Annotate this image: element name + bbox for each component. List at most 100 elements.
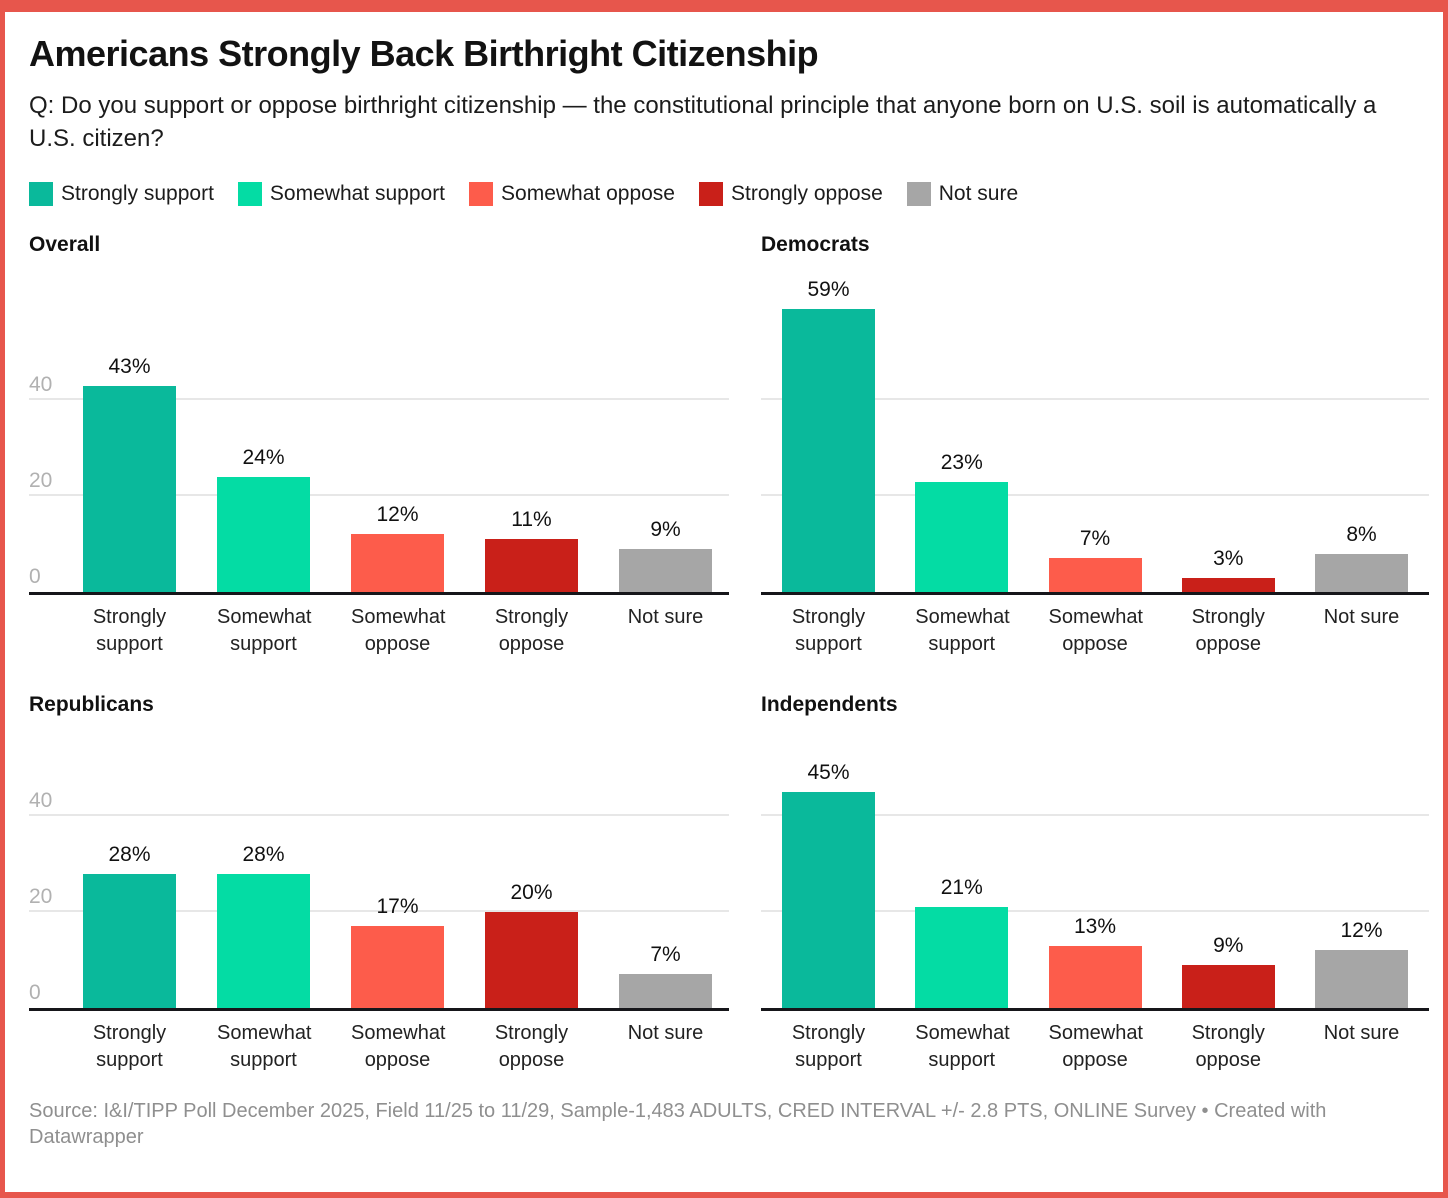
bars-row: 59% 23% 7% 3% 8% [761, 260, 1429, 592]
bar [351, 534, 444, 592]
legend-item: Not sure [906, 182, 1019, 206]
bar [1315, 553, 1408, 592]
bar-value-label: 9% [1213, 933, 1244, 957]
bar-group: 7% [619, 943, 712, 1008]
bar-group: 21% [915, 876, 1009, 1008]
bar-group: 23% [915, 450, 1009, 592]
chart-panel-republicans: Republicans 0 20 40 28% 28% 17% 20% 7% Strongly… [29, 692, 729, 1074]
bar [485, 539, 578, 592]
x-category-label: Somewhat support [915, 606, 1010, 655]
chart-question: Q: Do you support or oppose birthright c… [29, 92, 1377, 152]
x-category-label: Not sure [1323, 1022, 1400, 1044]
bar [1048, 558, 1142, 592]
gridline-40 [29, 398, 729, 400]
legend-label: Not sure [938, 182, 1019, 205]
plot-area: 0 20 40 28% 28% 17% 20% 7% [29, 720, 729, 1011]
bars-row: 28% 28% 17% 20% 7% [29, 720, 729, 1008]
plot-area: 0 20 40 43% 24% 12% 11% 9% [29, 260, 729, 595]
x-category-label: Somewhat support [915, 1022, 1010, 1071]
gridline-20 [761, 910, 1429, 912]
bar-group: 3% [1181, 546, 1275, 592]
bar-value-label: 23% [940, 450, 983, 474]
bar-group: 13% [1048, 914, 1142, 1008]
bar-value-label: 59% [807, 277, 850, 301]
bar-value-label: 24% [242, 445, 285, 469]
bar [1181, 964, 1275, 1008]
chart-panel-independents: Independents 45% 21% 13% 9% 12% Strongly sup… [761, 692, 1429, 1074]
bar-value-label: 43% [108, 354, 151, 378]
bar-value-label: 3% [1213, 546, 1244, 570]
x-axis-labels: Strongly support Somewhat support Somewhat… [29, 604, 729, 658]
bar-group: 24% [217, 446, 310, 592]
x-category-label: Not sure [627, 1022, 704, 1044]
x-category-label: Strongly support [791, 1022, 866, 1071]
bar [485, 912, 578, 1008]
x-axis-labels: Strongly support Somewhat support Somewhat… [761, 1020, 1429, 1074]
panel-title: Overall [29, 233, 101, 256]
x-category-label: Strongly support [92, 606, 167, 655]
chart-title: Americans Strongly Back Birthright Citiz… [29, 33, 819, 74]
bar-value-label: 28% [108, 842, 151, 866]
legend-item: Strongly support [29, 182, 214, 206]
legend-swatch [469, 182, 494, 206]
bar-group: 8% [1315, 523, 1408, 592]
bar-group: 43% [83, 355, 176, 592]
bar [619, 974, 712, 1008]
legend-label: Somewhat oppose [501, 182, 675, 205]
bar-group: 20% [485, 881, 578, 1008]
panel-title: Independents [761, 693, 898, 716]
bar-group: 12% [351, 503, 444, 592]
bar-group: 17% [351, 895, 444, 1008]
legend-item: Somewhat support [237, 182, 446, 206]
plot-area: 59% 23% 7% 3% 8% [761, 260, 1429, 595]
charts-grid: Overall 0 20 40 43% 24% 12% 11% 9% Strongly sup… [29, 232, 1429, 1074]
legend-swatch [29, 182, 53, 206]
bars-row: 43% 24% 12% 11% 9% [29, 260, 729, 592]
x-axis-labels: Strongly support Somewhat support Somewhat… [29, 1020, 729, 1074]
bar-value-label: 12% [1340, 919, 1383, 943]
legend-item: Strongly oppose [698, 182, 883, 206]
bar-value-label: 21% [940, 876, 983, 900]
bar-group: 28% [217, 843, 310, 1008]
bar [217, 476, 310, 592]
y-tick-label-40: 40 [29, 789, 53, 812]
bar-group: 9% [619, 518, 712, 592]
bar [351, 926, 444, 1008]
bar [83, 385, 176, 592]
x-category-label: Strongly support [791, 606, 866, 655]
x-category-label: Somewhat oppose [1048, 1022, 1144, 1071]
bar [1181, 577, 1275, 592]
legend-item: Somewhat oppose [469, 182, 675, 206]
bar-value-label: 17% [376, 895, 419, 919]
panel-title: Republicans [29, 693, 154, 716]
bar [782, 792, 875, 1008]
bar-value-label: 13% [1073, 914, 1117, 938]
x-category-label: Strongly oppose [1191, 606, 1265, 655]
x-axis-labels: Strongly support Somewhat support Somewhat… [761, 604, 1429, 658]
gridline-20 [29, 494, 729, 496]
bar-value-label: 9% [650, 517, 681, 541]
gridline-40 [29, 814, 729, 816]
bar-group: 28% [83, 843, 176, 1008]
bar [1315, 950, 1408, 1008]
y-tick-label-0: 0 [29, 981, 41, 1004]
bar-group: 45% [782, 761, 875, 1008]
gridline-20 [29, 910, 729, 912]
bar-value-label: 11% [511, 508, 552, 532]
bar [1048, 945, 1142, 1008]
x-category-label: Somewhat oppose [1048, 606, 1144, 655]
bar [915, 907, 1009, 1008]
x-category-label: Strongly support [92, 1022, 167, 1071]
chart-content: Americans Strongly Back Birthright Citiz… [5, 12, 1443, 1150]
bar [217, 873, 310, 1008]
bar [83, 873, 176, 1008]
bar [915, 481, 1009, 592]
x-category-label: Strongly oppose [494, 1022, 569, 1071]
legend-label: Somewhat support [269, 182, 446, 205]
bar-value-label: 8% [1346, 522, 1377, 546]
bar-value-label: 20% [510, 881, 553, 904]
bar-group: 11% [485, 508, 578, 592]
chart-panel-overall: Overall 0 20 40 43% 24% 12% 11% 9% Strongly sup… [29, 232, 729, 658]
bar-value-label: 12% [376, 503, 419, 527]
